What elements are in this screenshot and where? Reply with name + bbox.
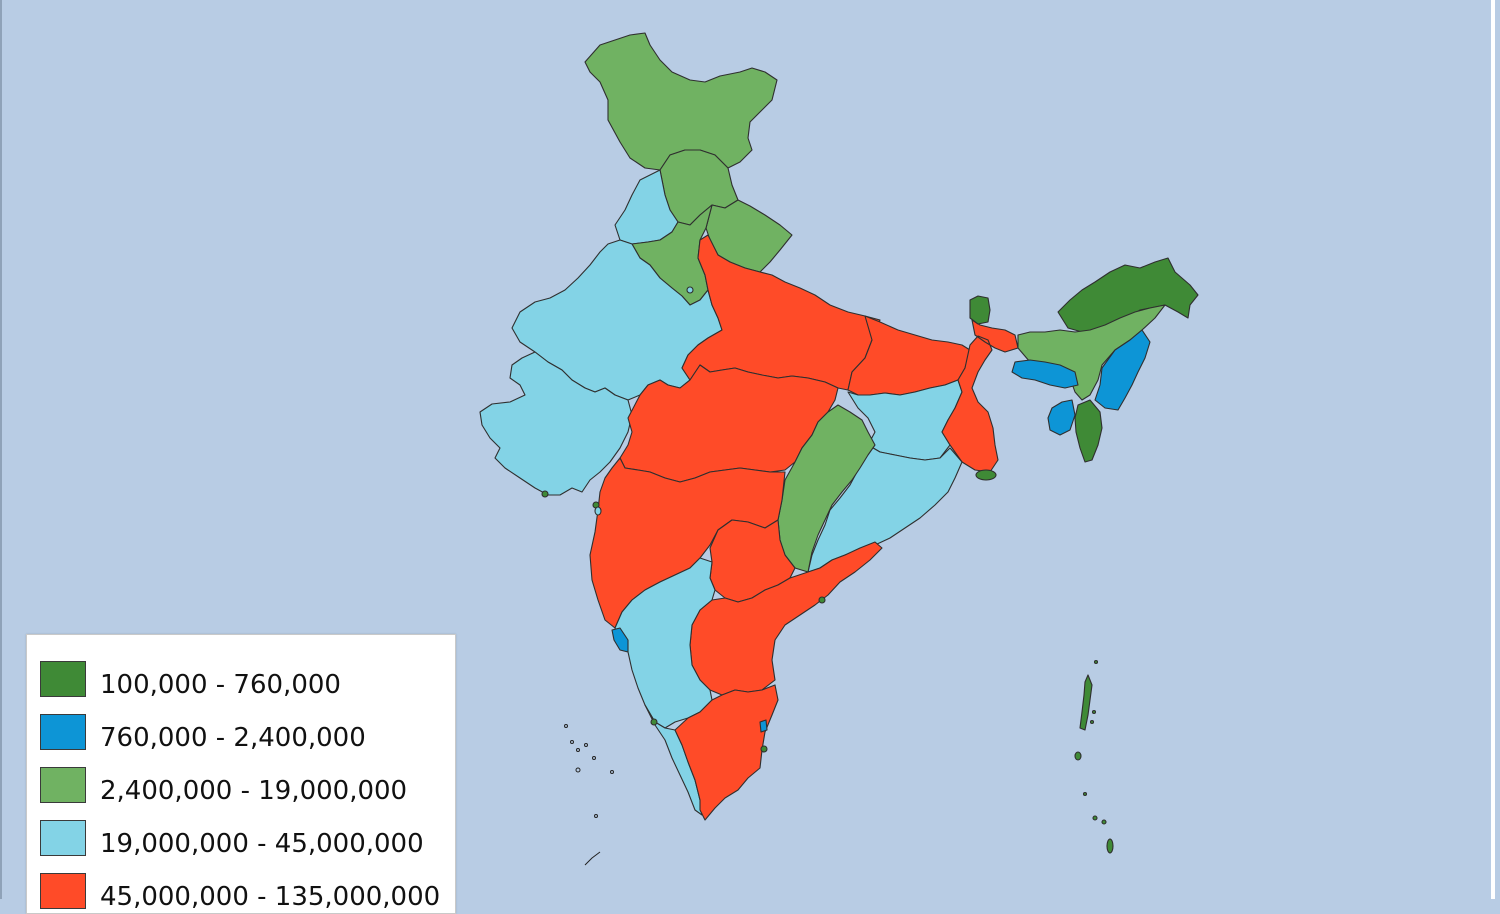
state-nagaland-manipur[interactable]	[1094, 329, 1151, 411]
state-karnataka[interactable]	[614, 557, 716, 729]
lakshadweep-islands[interactable]	[564, 724, 614, 866]
legend-item: 100,000 - 760,000	[40, 659, 341, 700]
legend-swatch	[40, 661, 86, 697]
legend-label: 760,000 - 2,400,000	[100, 723, 366, 753]
state-goa[interactable]	[611, 627, 629, 653]
legend-label: 45,000,000 - 135,000,000	[100, 882, 441, 912]
legend-item: 45,000,000 - 135,000,000	[40, 871, 441, 912]
state-tripura[interactable]	[1047, 399, 1076, 436]
island	[1101, 819, 1107, 825]
legend-label: 2,400,000 - 19,000,000	[100, 776, 408, 806]
island	[564, 724, 568, 728]
legend-swatch	[40, 873, 86, 909]
state-gujarat[interactable]	[479, 351, 633, 496]
ut-karaikal[interactable]	[760, 745, 768, 753]
island	[610, 770, 614, 774]
map-legend: 100,000 - 760,000 760,000 - 2,400,000 2,…	[26, 634, 456, 914]
island	[594, 814, 598, 818]
legend-label: 100,000 - 760,000	[100, 670, 341, 700]
legend-swatch	[40, 767, 86, 803]
island	[575, 767, 581, 773]
state-meghalaya[interactable]	[1011, 359, 1079, 389]
state-jammu-kashmir[interactable]	[584, 32, 778, 171]
andaman-nicobar-islands[interactable]	[1074, 659, 1114, 854]
state-mizoram[interactable]	[1074, 399, 1103, 463]
legend-label: 19,000,000 - 45,000,000	[100, 829, 424, 859]
island	[592, 756, 596, 760]
island	[576, 748, 580, 752]
state-sikkim[interactable]	[969, 295, 991, 325]
island	[1093, 659, 1099, 665]
island	[1074, 751, 1082, 761]
state-maharashtra[interactable]	[589, 457, 786, 629]
island	[1089, 719, 1095, 725]
ut-mahe[interactable]	[650, 718, 658, 726]
legend-item: 760,000 - 2,400,000	[40, 712, 366, 753]
legend-item: 2,400,000 - 19,000,000	[40, 765, 408, 806]
island	[1091, 709, 1097, 715]
state-delhi[interactable]	[686, 286, 694, 294]
legend-item: 19,000,000 - 45,000,000	[40, 818, 424, 859]
state-puducherry[interactable]	[759, 719, 768, 733]
sundarbans-islands[interactable]	[975, 469, 997, 481]
legend-swatch	[40, 714, 86, 750]
island	[1092, 815, 1098, 821]
ut-diu[interactable]	[594, 506, 602, 516]
island	[1106, 838, 1114, 854]
island	[1079, 674, 1093, 731]
island	[570, 740, 574, 744]
legend-swatch	[40, 820, 86, 856]
island	[1082, 791, 1088, 797]
island	[584, 851, 601, 866]
island	[584, 743, 588, 747]
ut-yanam[interactable]	[818, 596, 826, 604]
state-chhattisgarh[interactable]	[777, 404, 876, 573]
ut-daman[interactable]	[541, 490, 549, 498]
